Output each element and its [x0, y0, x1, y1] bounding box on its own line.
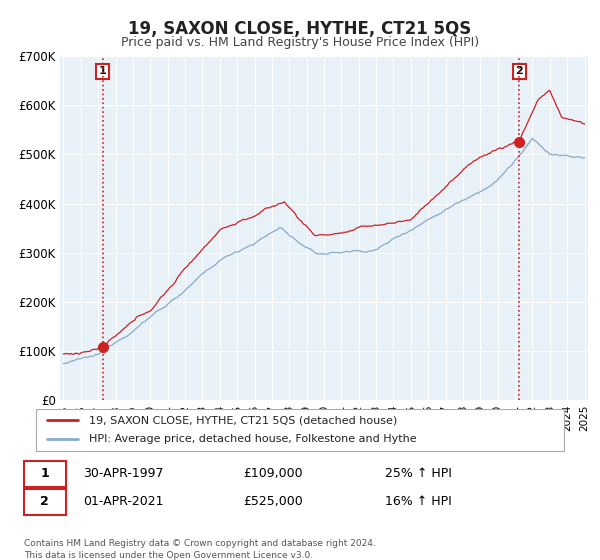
Text: 1: 1	[40, 468, 49, 480]
Text: £525,000: £525,000	[244, 496, 304, 508]
Text: £109,000: £109,000	[244, 468, 303, 480]
Text: 19, SAXON CLOSE, HYTHE, CT21 5QS (detached house): 19, SAXON CLOSE, HYTHE, CT21 5QS (detach…	[89, 415, 397, 425]
Text: Contains HM Land Registry data © Crown copyright and database right 2024.
This d: Contains HM Land Registry data © Crown c…	[24, 539, 376, 560]
Text: 25% ↑ HPI: 25% ↑ HPI	[385, 468, 451, 480]
Text: 1: 1	[98, 67, 106, 77]
Text: 2: 2	[40, 496, 49, 508]
Text: 01-APR-2021: 01-APR-2021	[83, 496, 163, 508]
Text: 2: 2	[515, 67, 523, 77]
Bar	[23, 460, 66, 487]
Text: Price paid vs. HM Land Registry's House Price Index (HPI): Price paid vs. HM Land Registry's House …	[121, 36, 479, 49]
Text: 19, SAXON CLOSE, HYTHE, CT21 5QS: 19, SAXON CLOSE, HYTHE, CT21 5QS	[128, 20, 472, 38]
Text: HPI: Average price, detached house, Folkestone and Hythe: HPI: Average price, detached house, Folk…	[89, 434, 416, 444]
Text: 30-APR-1997: 30-APR-1997	[83, 468, 163, 480]
Bar	[23, 488, 66, 515]
Text: 16% ↑ HPI: 16% ↑ HPI	[385, 496, 451, 508]
